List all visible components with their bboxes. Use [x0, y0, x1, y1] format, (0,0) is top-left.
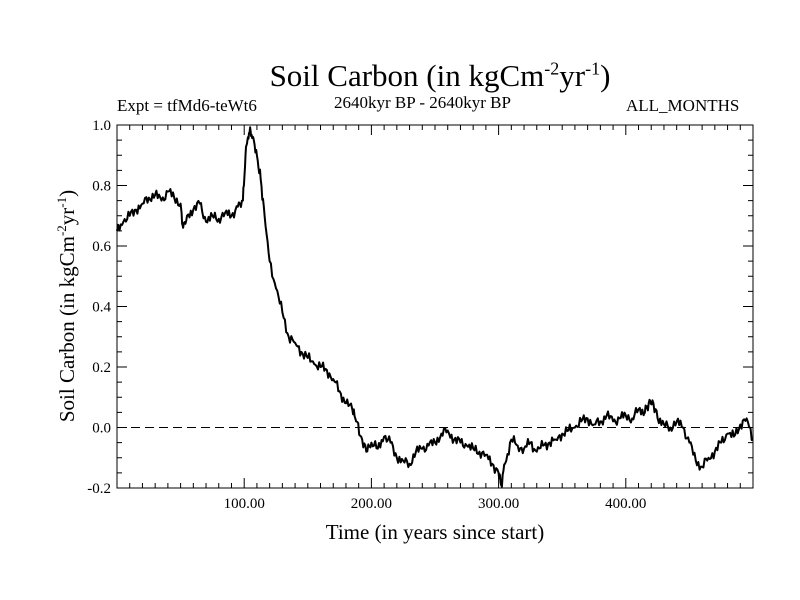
y-tick-label: 0.8	[92, 179, 111, 195]
plot-frame	[116, 124, 754, 489]
y-tick-label: 0.0	[92, 421, 111, 437]
y-tick-label: 0.2	[92, 360, 111, 376]
title-exponent-2: -1	[585, 58, 601, 79]
x-tick-label: 300.00	[478, 496, 519, 512]
y-label-text: Soil Carbon (in kgCm	[55, 236, 79, 423]
x-axis-label: Time (in years since start)	[325, 520, 545, 544]
x-tick-label: 200.00	[351, 496, 392, 512]
axis-ticks	[117, 125, 753, 488]
period-label: 2640kyr BP - 2640kyr BP	[334, 93, 511, 112]
y-axis-label: Soil Carbon (in kgCm-2yr-1)	[54, 190, 80, 422]
y-label-close-paren: )	[55, 189, 79, 197]
title-close-paren: )	[600, 58, 611, 93]
months-label: ALL_MONTHS	[626, 96, 740, 115]
title-exponent-1: -2	[544, 58, 560, 79]
axis-tick-labels: 100.00 200.00 300.00 400.00 -0.2 0.0 0.2 0.4 0.6…	[87, 118, 646, 512]
chart-title: Soil Carbon (in kgCm-2yr-1)	[0, 58, 800, 94]
title-unit-yr: yr	[559, 58, 586, 93]
y-tick-label: -0.2	[87, 481, 111, 497]
x-tick-label: 400.00	[605, 496, 646, 512]
y-tick-label: 0.4	[92, 300, 111, 316]
y-label-exponent-1: -2	[54, 225, 69, 237]
experiment-label: Expt = tfMd6-teWt6	[117, 96, 257, 115]
x-tick-label: 100.00	[224, 496, 265, 512]
y-label-exponent-2: -1	[54, 196, 69, 208]
y-label-unit-yr: yr	[55, 207, 79, 226]
series-line-soil-carbon	[116, 126, 754, 488]
title-text: Soil Carbon (in kgCm	[269, 58, 545, 93]
y-tick-label: 0.6	[92, 239, 111, 255]
y-tick-label: 1.0	[92, 118, 111, 134]
